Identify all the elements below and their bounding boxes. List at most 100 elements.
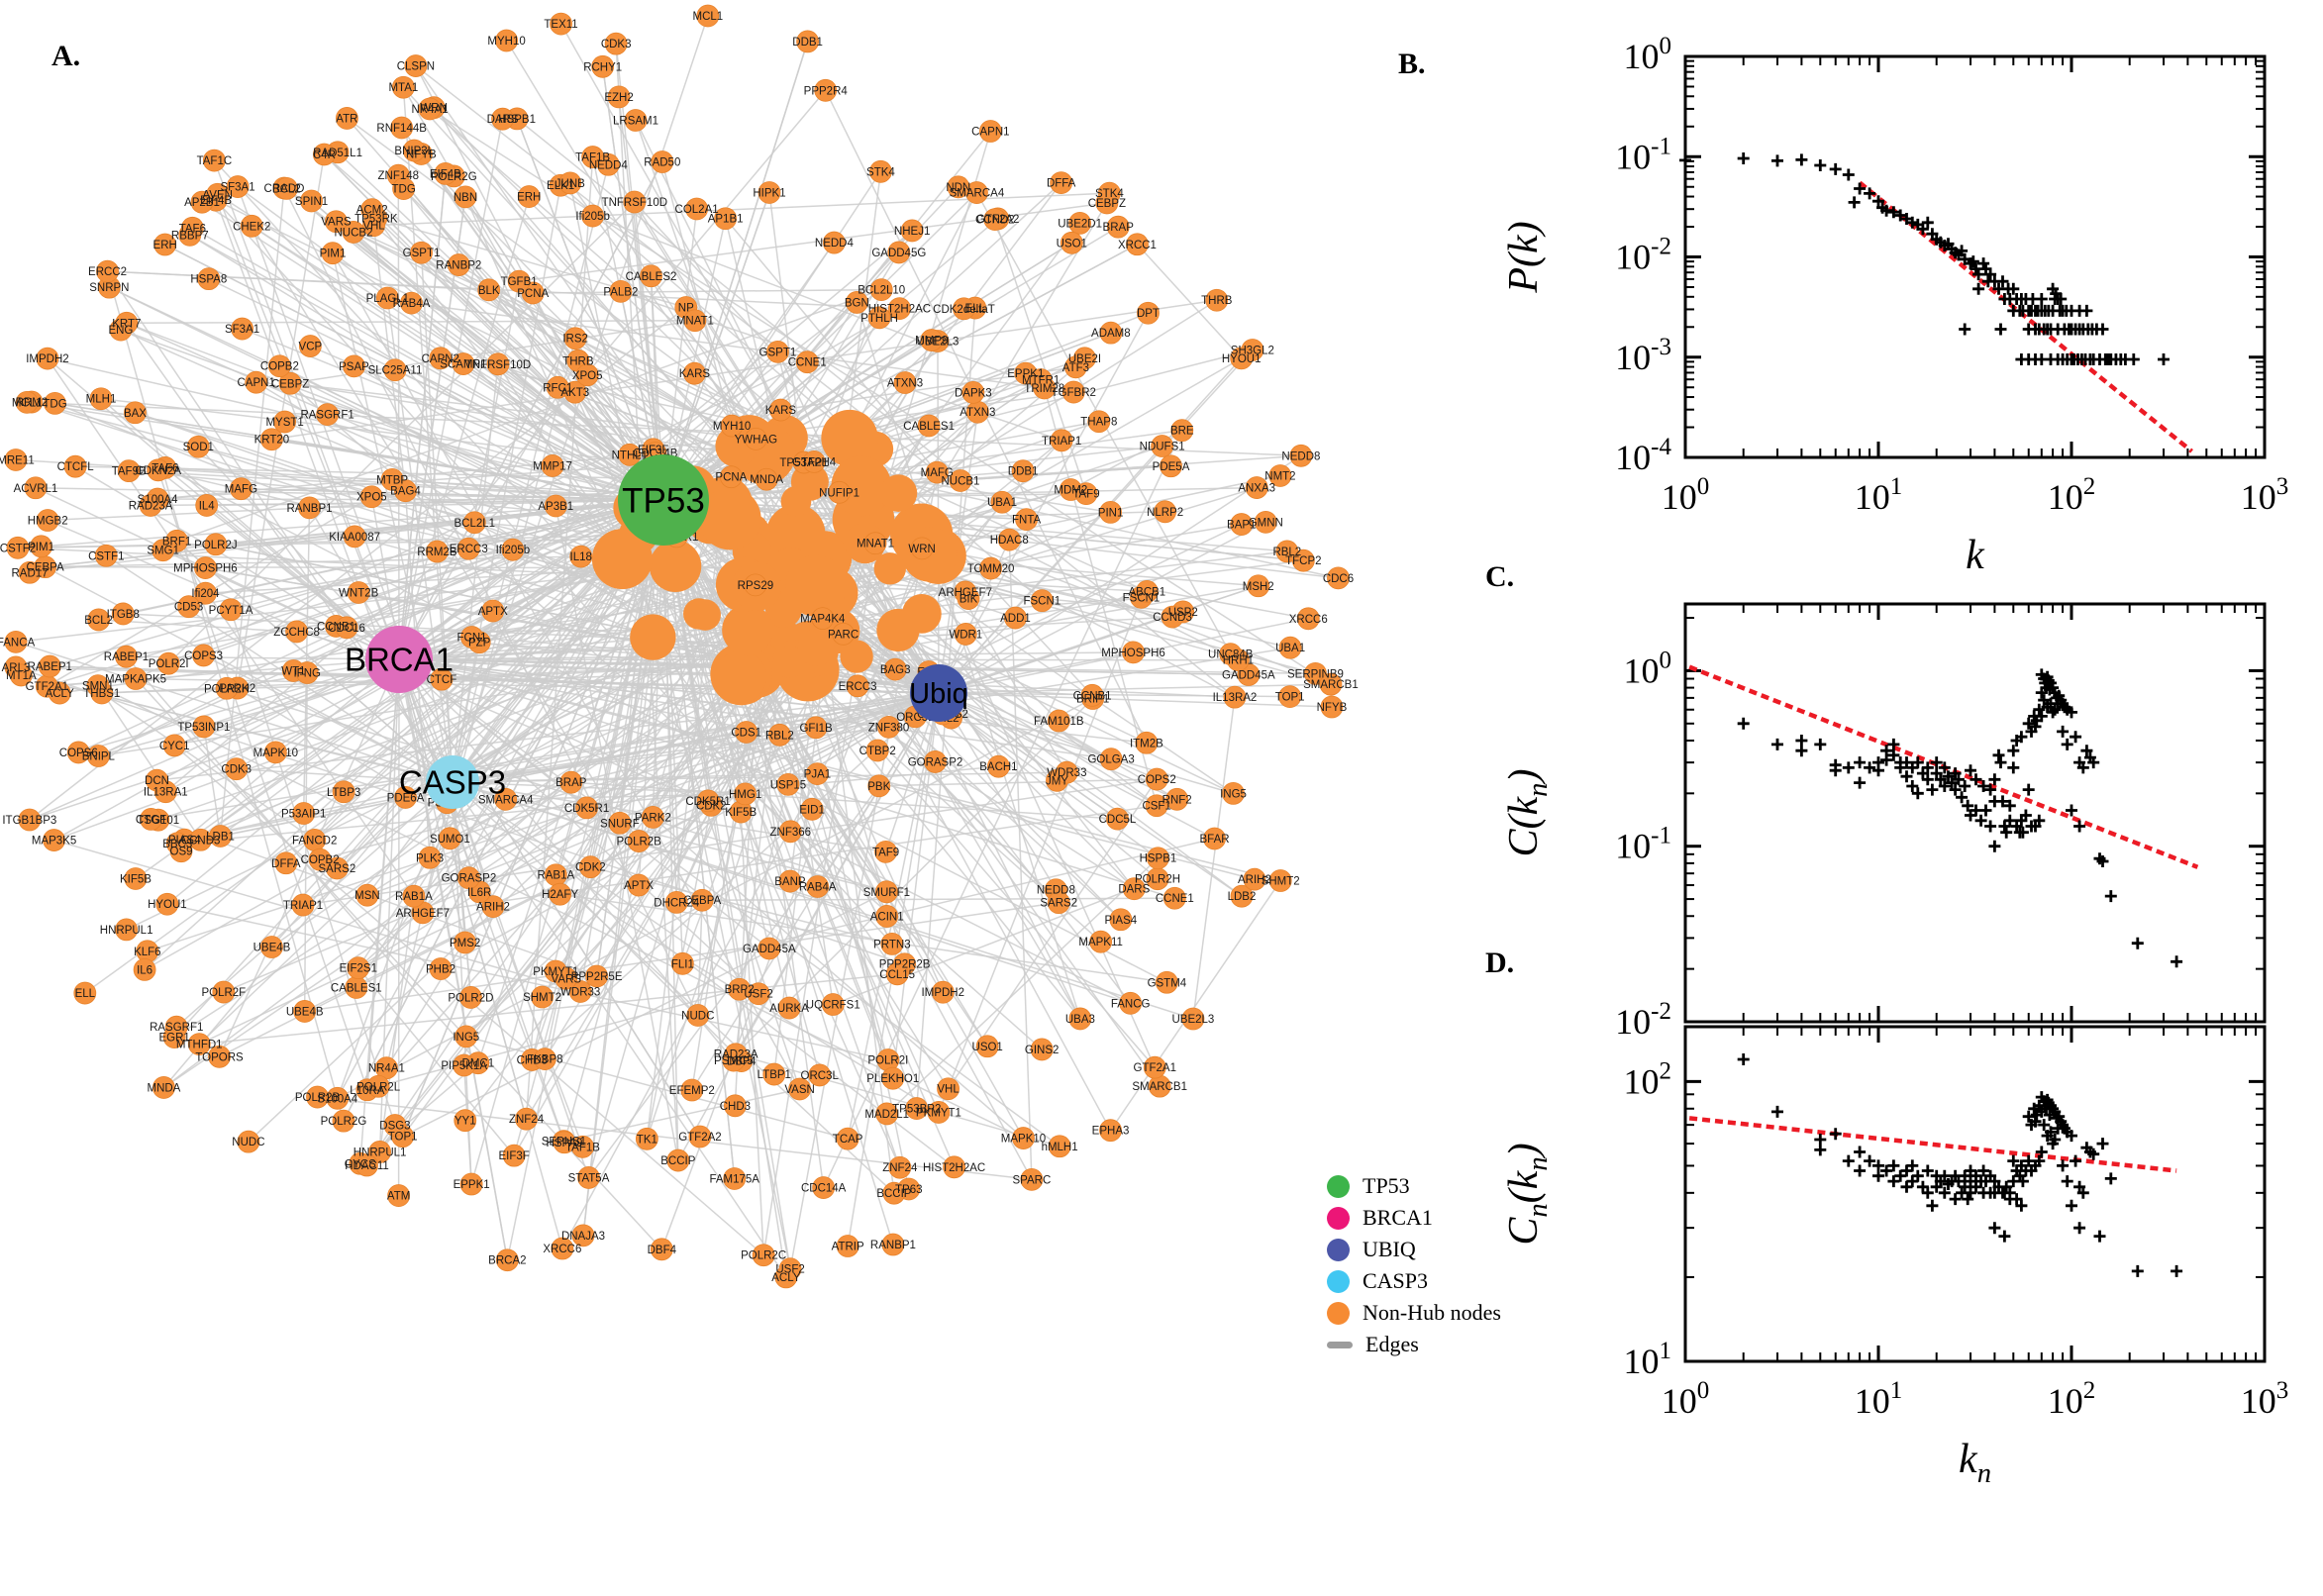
network-node — [335, 616, 358, 640]
network-node — [481, 599, 505, 623]
network-node — [147, 458, 170, 482]
network-node — [591, 529, 653, 590]
network-node — [195, 494, 219, 517]
network-edge — [241, 487, 664, 501]
network-node — [481, 895, 505, 919]
network-edge — [398, 658, 563, 1249]
network-edge — [662, 499, 1287, 552]
network-node — [1327, 566, 1350, 590]
network-edge — [219, 187, 285, 837]
y-tick-label: 102 — [1624, 1057, 1672, 1101]
network-node — [544, 494, 567, 518]
legend-label: CASP3 — [1363, 1268, 1429, 1293]
network-node — [683, 598, 715, 630]
network-node — [772, 646, 806, 678]
network-node — [343, 525, 366, 549]
network-edge — [570, 781, 1118, 820]
network-node — [115, 645, 138, 668]
network-edge — [559, 893, 1167, 984]
network-edge — [332, 252, 454, 783]
network-edge — [337, 781, 454, 1099]
network-node — [541, 454, 564, 477]
panel-c-plot: 100 10-1 10-2 C(kn) — [1501, 602, 2267, 1042]
network-edge — [398, 196, 530, 660]
legend-item-edges: Edges — [1327, 1329, 1501, 1360]
network-node — [404, 54, 428, 77]
network-node — [66, 741, 90, 764]
network-node — [755, 467, 778, 491]
network-node — [608, 811, 632, 835]
network-node — [312, 143, 336, 166]
network-edge — [398, 161, 663, 660]
network-edge — [864, 542, 1234, 795]
network-node — [192, 644, 215, 667]
network-node — [454, 185, 477, 209]
network-node — [355, 1153, 378, 1177]
network-node — [531, 985, 554, 1009]
network-edge — [938, 692, 1177, 800]
network-node — [670, 951, 694, 975]
network-node — [486, 352, 510, 376]
network-node — [768, 723, 791, 747]
network-node — [666, 1148, 690, 1172]
network-edge — [199, 973, 898, 1046]
network-edge — [398, 499, 664, 660]
network-edge — [109, 286, 838, 633]
network-edge — [304, 692, 940, 1013]
network-edge — [1008, 540, 1033, 1180]
legend-label: TP53 — [1363, 1173, 1410, 1198]
network-edge — [470, 499, 664, 1185]
network-edge — [236, 767, 454, 783]
network-node — [875, 905, 899, 928]
network-edge — [151, 692, 940, 821]
network-edge — [452, 647, 1291, 783]
network-node — [780, 485, 812, 517]
network-node — [460, 626, 483, 648]
network-edge — [377, 988, 740, 1088]
network-node — [240, 214, 263, 238]
x-tick-label: 100 — [1662, 1377, 1710, 1421]
network-node — [44, 391, 66, 415]
network-edge — [373, 192, 1110, 227]
network-edge — [569, 182, 791, 1269]
network-edge — [938, 692, 1112, 760]
network-node — [714, 650, 767, 703]
network-node — [194, 581, 217, 605]
network-node — [1296, 607, 1320, 631]
network-edge — [223, 692, 940, 993]
network-edge — [346, 499, 664, 629]
y-tick-label: 10-1 — [1615, 133, 1671, 176]
network-node — [796, 30, 820, 53]
y-tick-label: 100 — [1624, 647, 1672, 690]
network-node — [765, 504, 826, 564]
node-swatch-icon — [1327, 1238, 1350, 1261]
network-node — [452, 352, 475, 375]
network-edge — [938, 454, 1302, 694]
network-edge — [702, 897, 1175, 901]
network-node — [1020, 1167, 1044, 1191]
network-edge — [938, 521, 1266, 694]
network-edge — [188, 520, 678, 608]
network-node — [426, 540, 449, 563]
network-node — [867, 774, 891, 798]
network-node — [887, 241, 911, 264]
network-node — [9, 663, 33, 687]
network-node — [124, 401, 147, 425]
network-edge — [203, 726, 222, 837]
network-edge — [736, 445, 1339, 579]
network-edge — [452, 781, 746, 795]
network-node — [808, 1063, 832, 1087]
network-edge — [29, 658, 400, 821]
network-node — [762, 1062, 786, 1086]
x-tick-label: 103 — [2241, 1377, 2289, 1421]
network-edge — [938, 357, 1243, 694]
network-node — [983, 208, 1007, 232]
network-node — [332, 780, 355, 804]
network-node — [696, 4, 720, 28]
network-edge — [398, 119, 504, 660]
network-node — [568, 980, 592, 1003]
network-node — [591, 54, 615, 78]
